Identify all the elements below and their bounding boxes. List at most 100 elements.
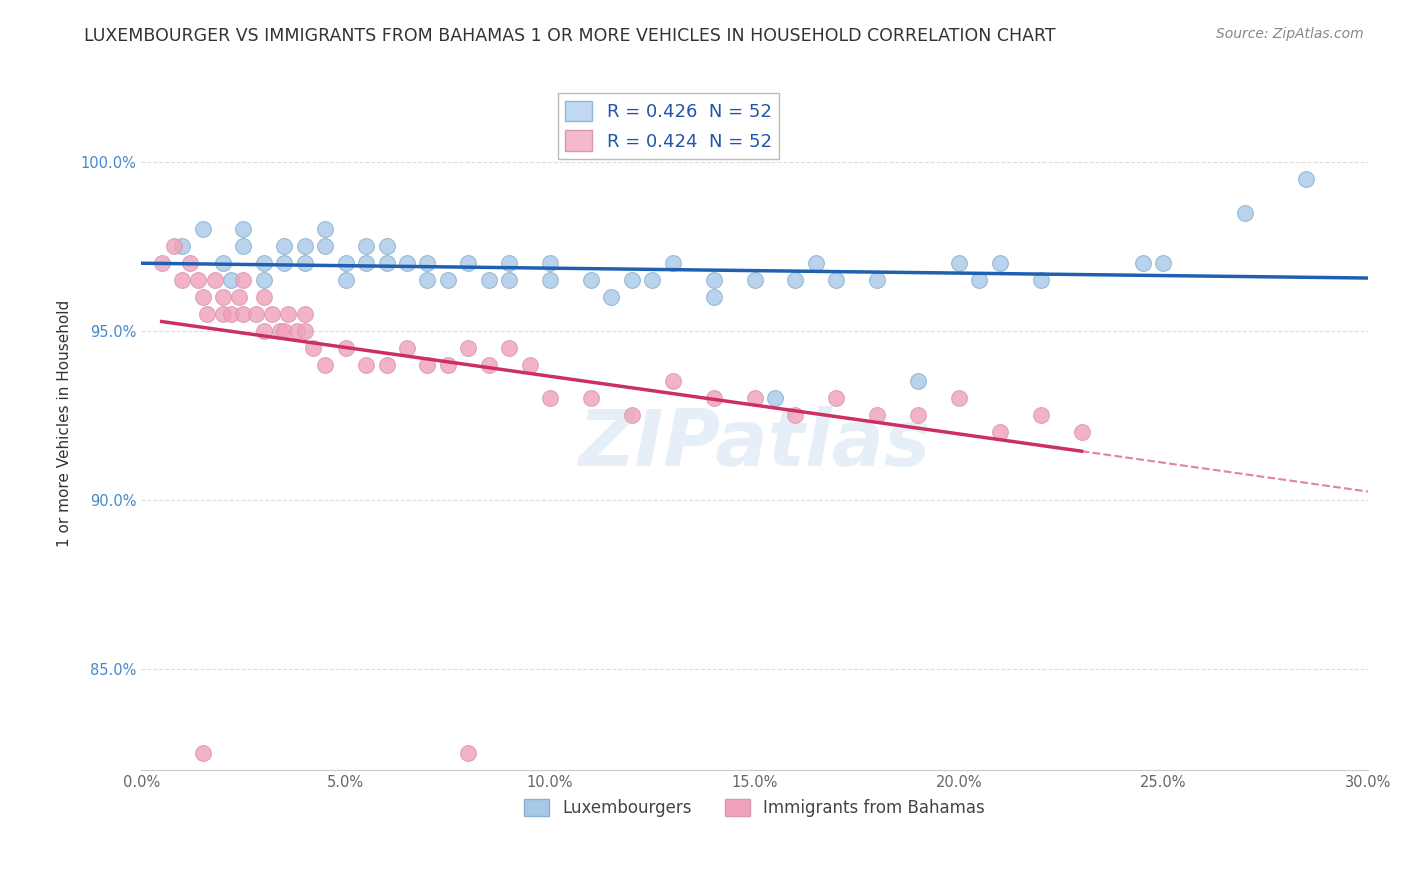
Point	[866, 409, 889, 423]
Point	[519, 358, 541, 372]
Point	[314, 239, 336, 253]
Point	[335, 273, 357, 287]
Point	[907, 409, 929, 423]
Point	[416, 273, 439, 287]
Point	[866, 273, 889, 287]
Point	[187, 273, 209, 287]
Point	[620, 273, 643, 287]
Point	[302, 341, 325, 355]
Point	[907, 375, 929, 389]
Point	[172, 273, 194, 287]
Point	[600, 290, 623, 304]
Point	[253, 256, 276, 270]
Point	[335, 256, 357, 270]
Point	[763, 392, 786, 406]
Point	[294, 239, 316, 253]
Point	[375, 256, 398, 270]
Point	[212, 290, 235, 304]
Point	[1132, 256, 1154, 270]
Point	[150, 256, 173, 270]
Point	[212, 256, 235, 270]
Y-axis label: 1 or more Vehicles in Household: 1 or more Vehicles in Household	[58, 300, 72, 548]
Point	[314, 358, 336, 372]
Point	[294, 324, 316, 338]
Point	[232, 273, 254, 287]
Point	[179, 256, 201, 270]
Point	[579, 392, 602, 406]
Point	[191, 290, 214, 304]
Point	[703, 273, 725, 287]
Point	[375, 358, 398, 372]
Point	[538, 273, 561, 287]
Point	[273, 324, 295, 338]
Point	[1234, 205, 1257, 219]
Point	[498, 256, 520, 270]
Point	[437, 273, 460, 287]
Point	[498, 273, 520, 287]
Point	[273, 256, 295, 270]
Point	[457, 341, 479, 355]
Point	[354, 358, 377, 372]
Point	[457, 746, 479, 760]
Point	[478, 358, 501, 372]
Point	[219, 273, 242, 287]
Point	[253, 324, 276, 338]
Point	[478, 273, 501, 287]
Point	[416, 358, 439, 372]
Legend: Luxembourgers, Immigrants from Bahamas: Luxembourgers, Immigrants from Bahamas	[517, 792, 991, 824]
Point	[273, 239, 295, 253]
Point	[294, 256, 316, 270]
Point	[262, 307, 284, 321]
Point	[245, 307, 267, 321]
Point	[948, 256, 970, 270]
Point	[172, 239, 194, 253]
Point	[579, 273, 602, 287]
Point	[335, 341, 357, 355]
Text: ZIPatlas: ZIPatlas	[578, 407, 931, 483]
Point	[354, 239, 377, 253]
Point	[163, 239, 186, 253]
Text: Source: ZipAtlas.com: Source: ZipAtlas.com	[1216, 27, 1364, 41]
Point	[825, 273, 848, 287]
Point	[538, 256, 561, 270]
Point	[294, 307, 316, 321]
Point	[285, 324, 308, 338]
Point	[988, 425, 1011, 439]
Point	[538, 392, 561, 406]
Point	[1152, 256, 1174, 270]
Point	[1070, 425, 1092, 439]
Point	[204, 273, 226, 287]
Point	[219, 307, 242, 321]
Point	[785, 409, 807, 423]
Point	[354, 256, 377, 270]
Point	[744, 392, 766, 406]
Point	[620, 409, 643, 423]
Point	[395, 341, 418, 355]
Point	[804, 256, 827, 270]
Point	[744, 273, 766, 287]
Point	[661, 375, 683, 389]
Point	[1295, 171, 1317, 186]
Point	[416, 256, 439, 270]
Point	[988, 256, 1011, 270]
Point	[191, 746, 214, 760]
Point	[269, 324, 291, 338]
Point	[498, 341, 520, 355]
Point	[253, 273, 276, 287]
Point	[191, 222, 214, 236]
Point	[948, 392, 970, 406]
Point	[703, 290, 725, 304]
Point	[641, 273, 664, 287]
Point	[232, 222, 254, 236]
Point	[437, 358, 460, 372]
Point	[395, 256, 418, 270]
Point	[232, 307, 254, 321]
Point	[212, 307, 235, 321]
Point	[969, 273, 991, 287]
Text: LUXEMBOURGER VS IMMIGRANTS FROM BAHAMAS 1 OR MORE VEHICLES IN HOUSEHOLD CORRELAT: LUXEMBOURGER VS IMMIGRANTS FROM BAHAMAS …	[84, 27, 1056, 45]
Point	[457, 256, 479, 270]
Point	[1029, 409, 1052, 423]
Point	[232, 239, 254, 253]
Point	[314, 222, 336, 236]
Point	[825, 392, 848, 406]
